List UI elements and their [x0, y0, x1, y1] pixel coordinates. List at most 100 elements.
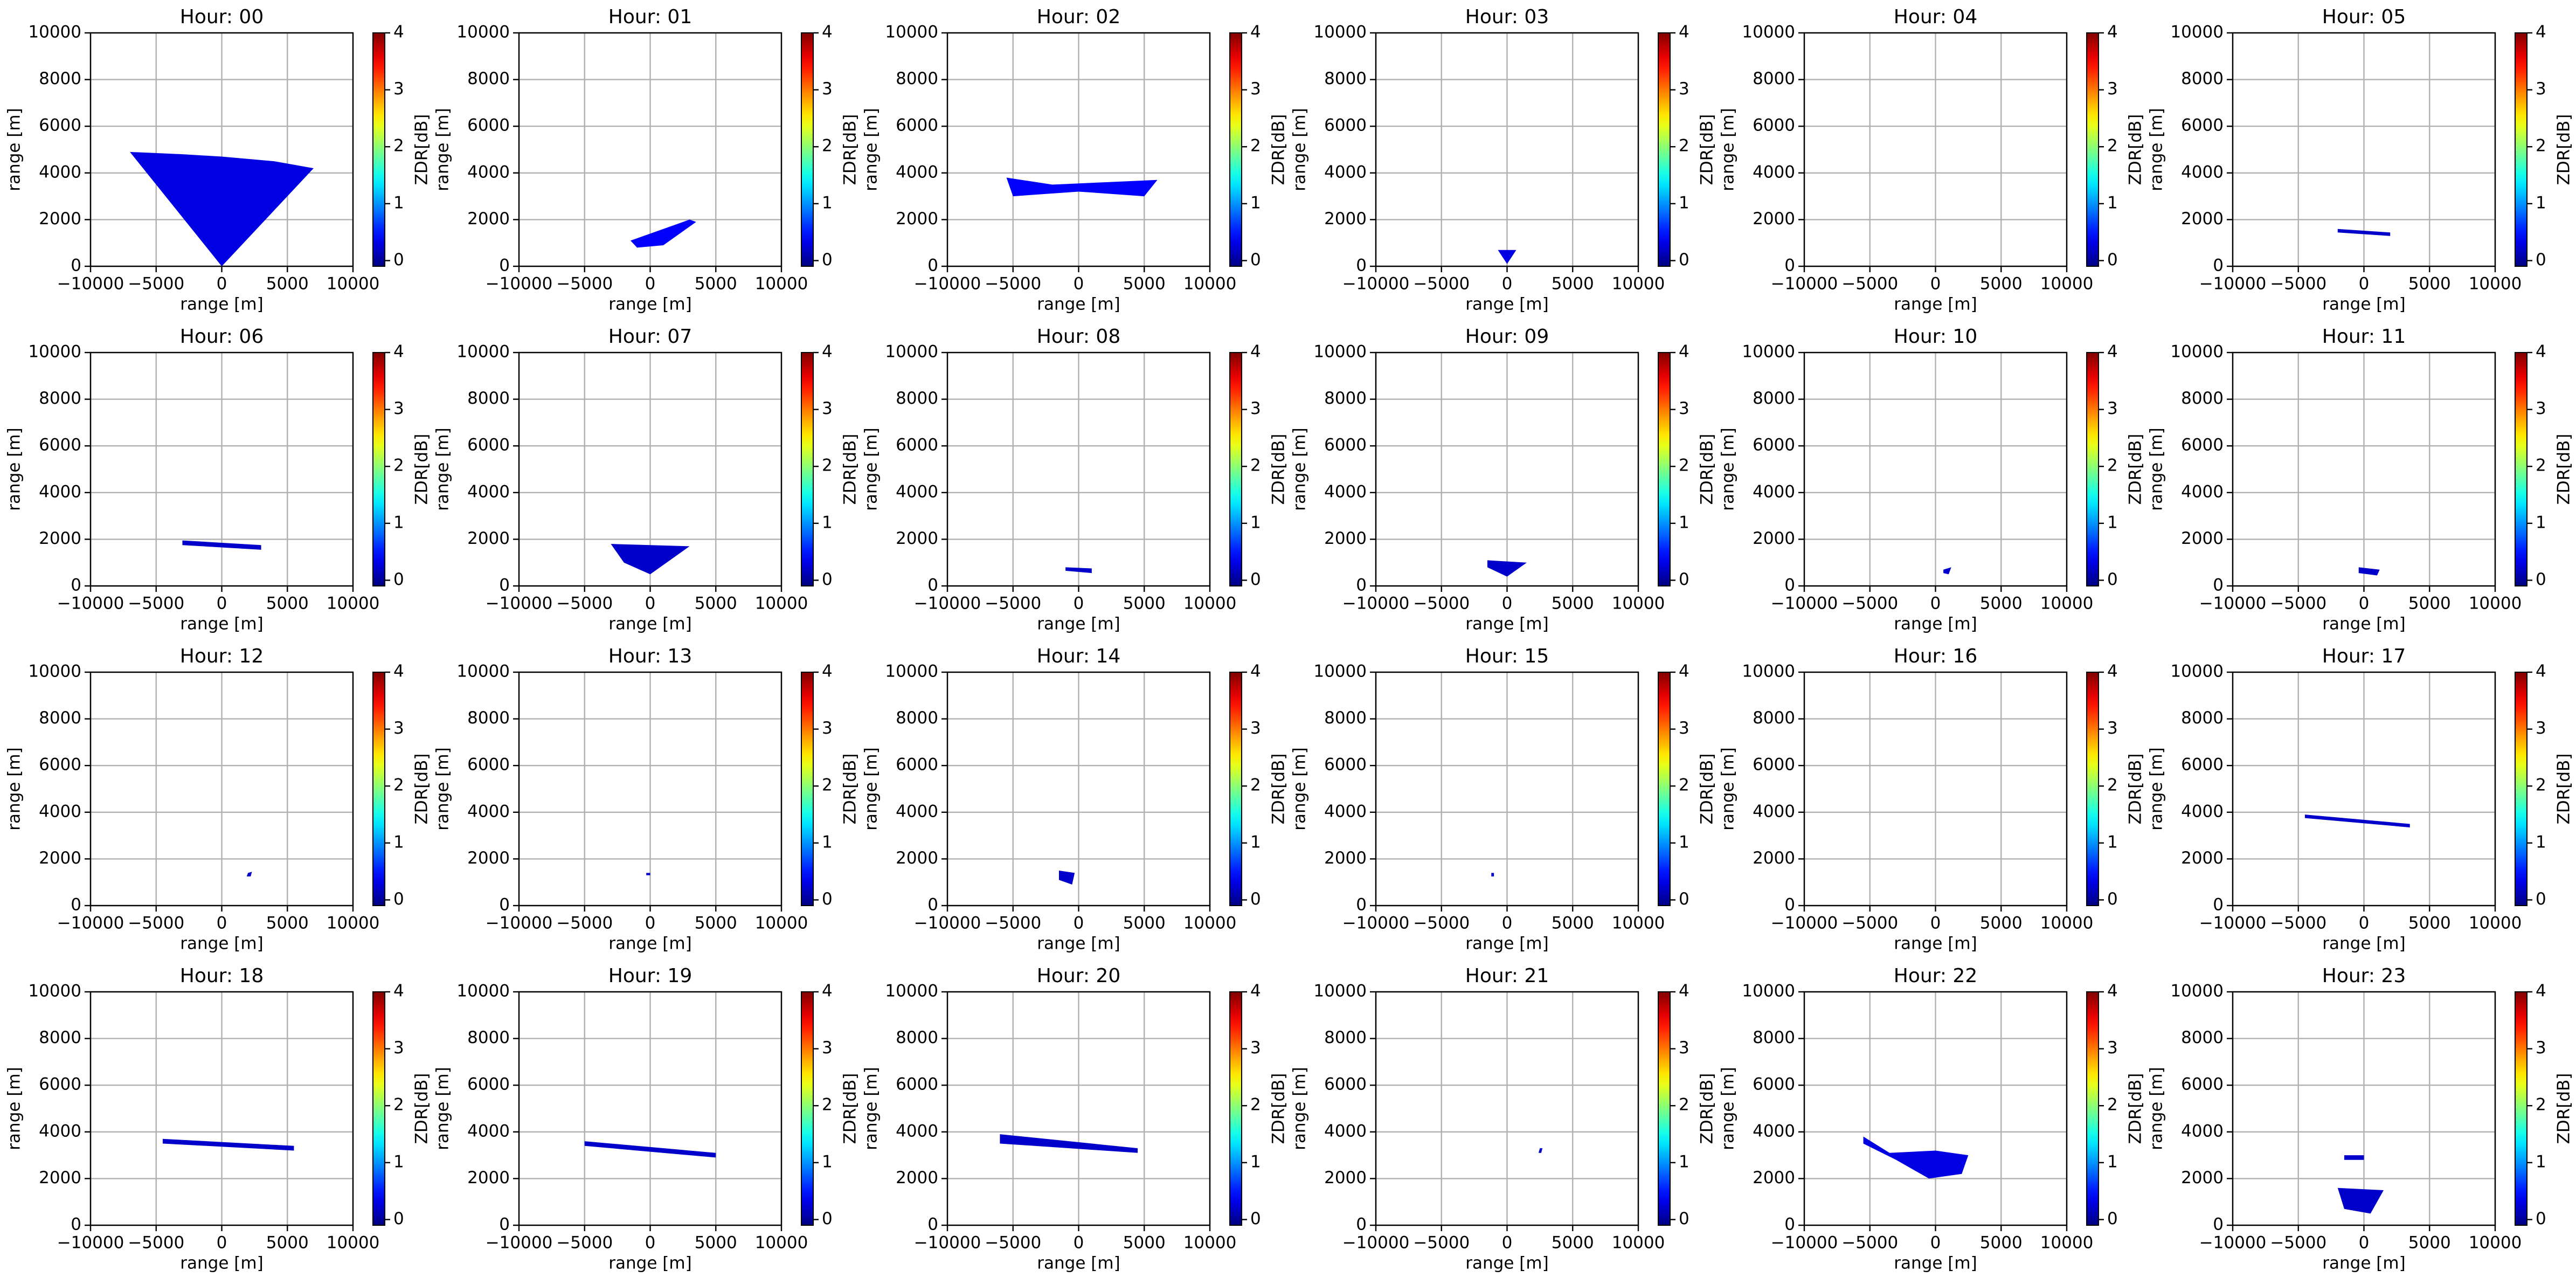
x-tick-label: 5000 — [1552, 1233, 1594, 1253]
x-tick-label: 0 — [1502, 1233, 1513, 1253]
echo — [182, 540, 261, 550]
y-tick-label: 6000 — [467, 116, 510, 135]
axes-frame — [1803, 32, 2068, 267]
x-tick-label: −5000 — [1413, 274, 1470, 294]
colorbar-tick-label: 4 — [1679, 23, 1689, 42]
colorbar-tick-label: 2 — [393, 456, 404, 475]
subplot-title: Hour: 15 — [1465, 645, 1549, 667]
colorbar-tick-label: 3 — [2107, 1038, 2118, 1058]
x-tick-label: 5000 — [1552, 914, 1594, 933]
y-tick-label: 10000 — [1742, 342, 1795, 362]
x-tick-label: 0 — [1074, 914, 1084, 933]
colorbar — [1658, 32, 1671, 267]
axes-frame — [518, 671, 783, 907]
subplot: Hour: 06 −10000 −5000 0 5000 10000 0 2000 4000 60… — [5, 326, 432, 634]
colorbar-tick-label: 0 — [822, 570, 833, 589]
colorbar-tick-label: 4 — [2107, 662, 2118, 681]
x-tick-label: −10000 — [57, 1233, 124, 1253]
subplot: Hour: 14 −10000 −5000 0 5000 10000 0 2000 4000 60… — [862, 645, 1289, 954]
y-tick-label: 2000 — [2181, 209, 2224, 229]
x-tick-label: −5000 — [985, 914, 1041, 933]
x-tick-label: 5000 — [2408, 1233, 2451, 1253]
colorbar — [372, 32, 385, 267]
colorbar-tick-label: 4 — [2107, 982, 2118, 1001]
y-tick-label: 2000 — [39, 1168, 81, 1188]
y-tick-label: 8000 — [467, 708, 510, 728]
subplot-title: Hour: 22 — [1894, 965, 1977, 987]
echo — [1491, 873, 1494, 876]
colorbar-tick-label: 3 — [1679, 79, 1689, 99]
y-tick-label: 4000 — [2181, 162, 2224, 182]
x-tick-label: −5000 — [2270, 274, 2326, 294]
x-axis-label: range [m] — [180, 1254, 263, 1273]
y-axis-label: range [m] — [2147, 427, 2166, 510]
x-tick-label: 10000 — [2469, 1233, 2522, 1253]
x-axis-label: range [m] — [608, 934, 691, 954]
axes-frame — [1803, 991, 2068, 1226]
subplot-title: Hour: 17 — [2322, 645, 2406, 667]
x-tick-label: 5000 — [1123, 274, 1166, 294]
y-tick-label: 4000 — [896, 1121, 938, 1141]
subplot-title: Hour: 16 — [1894, 645, 1977, 667]
x-axis-label: range [m] — [1037, 934, 1120, 954]
echo — [1006, 177, 1158, 197]
y-axis-label: range [m] — [862, 427, 881, 510]
x-tick-label: 5000 — [2408, 914, 2451, 933]
colorbar-label: ZDR[dB] — [841, 1073, 860, 1144]
y-tick-label: 4000 — [896, 162, 938, 182]
axes-frame — [946, 991, 1211, 1226]
colorbar-tick-label: 1 — [1679, 832, 1689, 852]
subplot: Hour: 22 −10000 −5000 0 5000 10000 0 2000 4000 60… — [1719, 965, 2145, 1273]
colorbar-label: ZDR[dB] — [1269, 754, 1289, 825]
y-tick-label: 8000 — [467, 69, 510, 88]
y-tick-label: 8000 — [896, 708, 938, 728]
colorbar-tick-label: 3 — [393, 719, 404, 738]
y-tick-label: 0 — [927, 1215, 938, 1234]
colorbar-tick-label: 4 — [822, 662, 833, 681]
subplot-title: Hour: 14 — [1037, 645, 1120, 667]
colorbar-tick-label: 1 — [822, 832, 833, 852]
y-tick-label: 0 — [927, 895, 938, 915]
x-axis-label: range [m] — [608, 615, 691, 634]
y-tick-label: 6000 — [467, 755, 510, 775]
colorbar-tick-label: 2 — [822, 776, 833, 795]
x-tick-label: 0 — [1502, 594, 1513, 613]
x-tick-label: 10000 — [1612, 594, 1665, 613]
x-tick-label: 10000 — [1612, 914, 1665, 933]
colorbar-tick-label: 0 — [2536, 250, 2546, 270]
x-tick-label: −10000 — [1342, 274, 1410, 294]
y-tick-label: 6000 — [39, 1075, 81, 1094]
x-tick-label: −10000 — [57, 274, 124, 294]
colorbar-tick-label: 3 — [2107, 399, 2118, 418]
colorbar-label: ZDR[dB] — [1698, 1073, 1717, 1144]
x-tick-label: 10000 — [1183, 1233, 1237, 1253]
colorbar-tick-label: 2 — [2536, 1095, 2546, 1115]
colorbar — [2086, 991, 2099, 1226]
colorbar-tick-label: 1 — [1250, 1152, 1261, 1171]
x-tick-label: −10000 — [2199, 914, 2267, 933]
y-tick-label: 2000 — [1324, 209, 1367, 229]
subplot-title: Hour: 07 — [608, 326, 692, 348]
y-tick-label: 2000 — [2181, 848, 2224, 868]
x-tick-label: −5000 — [985, 594, 1041, 613]
x-tick-label: −10000 — [1771, 914, 1838, 933]
colorbar-tick-label: 1 — [1250, 513, 1261, 532]
echo — [2337, 229, 2391, 236]
y-tick-label: 10000 — [28, 662, 81, 681]
axes-frame — [2232, 32, 2496, 267]
y-tick-label: 4000 — [39, 482, 81, 501]
colorbar-tick-label: 1 — [1250, 832, 1261, 852]
y-tick-label: 0 — [927, 256, 938, 275]
echo — [2337, 1188, 2384, 1214]
y-tick-label: 8000 — [1324, 708, 1367, 728]
colorbar — [801, 32, 814, 267]
x-axis-label: range [m] — [1037, 1254, 1120, 1273]
colorbar-tick-label: 0 — [2107, 1209, 2118, 1228]
x-tick-label: −5000 — [1841, 914, 1898, 933]
x-tick-label: −5000 — [1841, 1233, 1898, 1253]
colorbar-tick-label: 0 — [1250, 1209, 1261, 1228]
subplot: Hour: 05 −10000 −5000 0 5000 10000 0 2000 4000 60… — [2147, 6, 2574, 314]
echo — [130, 151, 314, 266]
axes-frame — [518, 991, 783, 1226]
